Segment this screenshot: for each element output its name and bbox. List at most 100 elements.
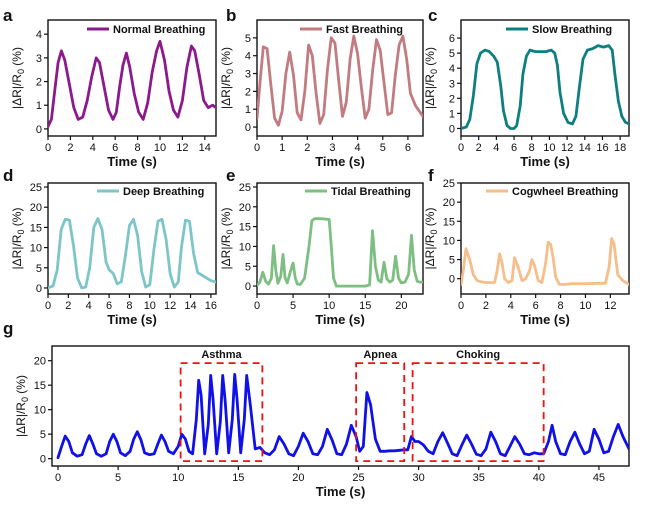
y-tick-label: 20 (34, 356, 46, 368)
x-tick-label: 6 (511, 142, 517, 154)
series-line (48, 39, 216, 128)
panel-letter: a (3, 6, 13, 25)
y-tick-label: 0 (40, 454, 46, 466)
y-tick-label: 0 (36, 283, 42, 295)
y-axis-label-subscript: 0 (225, 230, 235, 235)
x-tick-label: 10 (323, 300, 335, 312)
x-tick-label: 12 (176, 142, 188, 154)
axes-frame (47, 182, 217, 295)
axes-frame (460, 182, 630, 295)
x-tick-label: 10 (154, 142, 166, 154)
x-tick-label: 4 (86, 300, 92, 312)
x-tick-label: 35 (473, 472, 485, 484)
y-tick-label: 0 (245, 281, 251, 293)
y-tick-label: 1 (449, 108, 455, 120)
panel-letter: c (428, 6, 437, 25)
x-axis-label: Time (s) (520, 312, 570, 327)
x-axis-label: Time (s) (107, 312, 157, 327)
x-tick-label: 2 (65, 300, 71, 312)
x-tick-label: 5 (290, 300, 296, 312)
panel-letter: d (3, 166, 13, 185)
y-tick-label: 25 (30, 182, 42, 194)
x-tick-label: 0 (45, 300, 51, 312)
y-tick-label: 25 (443, 178, 455, 190)
x-tick-label: 0 (458, 142, 464, 154)
y-tick-label: 1 (36, 100, 42, 112)
y-tick-label: 4 (449, 63, 455, 75)
x-tick-label: 6 (405, 142, 411, 154)
y-axis-label-tail: (%) (10, 47, 24, 69)
series-line (257, 34, 423, 127)
y-tick-label: 2 (36, 77, 42, 89)
y-tick-label: 5 (40, 429, 46, 441)
y-tick-label: 6 (449, 33, 455, 45)
y-tick-label: 0 (449, 274, 455, 286)
y-axis-label: |ΔR|/R0 (%) (10, 208, 26, 270)
annotation-label: Choking (456, 349, 500, 361)
annotation-box (179, 362, 264, 463)
y-tick-label: 5 (245, 261, 251, 273)
x-axis-label: Time (s) (315, 312, 365, 327)
annotation-label: Asthma (201, 349, 242, 361)
x-axis-label: Time (s) (107, 154, 157, 169)
y-tick-label: 20 (239, 202, 251, 214)
x-tick-label: 40 (533, 472, 545, 484)
y-tick-label: 10 (239, 241, 251, 253)
y-axis-label: |ΔR|/R0 (%) (423, 208, 439, 270)
x-tick-label: 16 (205, 300, 217, 312)
y-axis-label-tail: (%) (423, 208, 437, 230)
x-tick-label: 4 (355, 142, 361, 154)
y-tick-label: 15 (34, 380, 46, 392)
y-axis-label-subscript: 0 (225, 69, 235, 74)
y-tick-label: 1 (245, 104, 251, 116)
x-tick-label: 0 (254, 142, 260, 154)
annotation-box (355, 362, 406, 463)
y-tick-label: 0 (36, 124, 42, 136)
y-axis-label: |ΔR|/R0 (%) (219, 208, 235, 270)
y-tick-label: 10 (30, 243, 42, 255)
axes-frame (47, 19, 217, 137)
y-tick-label: 4 (36, 29, 42, 41)
x-tick-label: 2 (476, 142, 482, 154)
x-tick-label: 15 (359, 300, 371, 312)
y-axis-label-subscript: 0 (16, 230, 26, 235)
y-tick-label: 5 (245, 33, 251, 45)
x-axis-label: Time (s) (316, 484, 366, 499)
y-axis-label-tail: (%) (219, 47, 233, 69)
y-axis-label-tail: (%) (219, 208, 233, 230)
y-axis-label: |ΔR|/R0 (%) (423, 47, 439, 109)
y-tick-label: 2 (245, 86, 251, 98)
x-tick-label: 14 (579, 142, 591, 154)
y-axis-label-main: |ΔR|/R (219, 234, 233, 269)
x-tick-label: 12 (561, 142, 573, 154)
x-tick-label: 18 (614, 142, 626, 154)
x-tick-label: 8 (557, 300, 563, 312)
y-tick-label: 20 (30, 202, 42, 214)
y-tick-label: 5 (449, 48, 455, 60)
legend-label: Normal Breathing (113, 24, 205, 36)
series-line (461, 44, 629, 130)
panel-letter: b (226, 6, 236, 25)
y-tick-label: 20 (443, 197, 455, 209)
x-tick-label: 6 (106, 300, 112, 312)
panel-d: d 0 2 4 6 8 10 12 14 16 0 5 10 15 20 25 Time (s) |ΔR|/R0 … (3, 166, 217, 327)
y-axis-label-subscript: 0 (429, 69, 439, 74)
y-axis-label-main: |ΔR|/R (423, 74, 437, 109)
panel-g: g 0 5 10 15 20 25 30 35 40 45 0 5 10 15 20 Time (s) |ΔR|/… (3, 319, 630, 499)
y-axis-label-main: |ΔR|/R (10, 74, 24, 109)
x-tick-label: 0 (55, 472, 61, 484)
x-tick-label: 0 (45, 142, 51, 154)
x-tick-label: 30 (413, 472, 425, 484)
axes-frame (256, 182, 424, 295)
panel-letter: f (428, 166, 434, 185)
x-tick-label: 8 (135, 142, 141, 154)
x-tick-label: 10 (144, 300, 156, 312)
y-axis-label-main: |ΔR|/R (14, 402, 28, 437)
x-tick-label: 0 (458, 300, 464, 312)
legend-label: Deep Breathing (123, 186, 204, 198)
y-tick-label: 5 (449, 255, 455, 267)
